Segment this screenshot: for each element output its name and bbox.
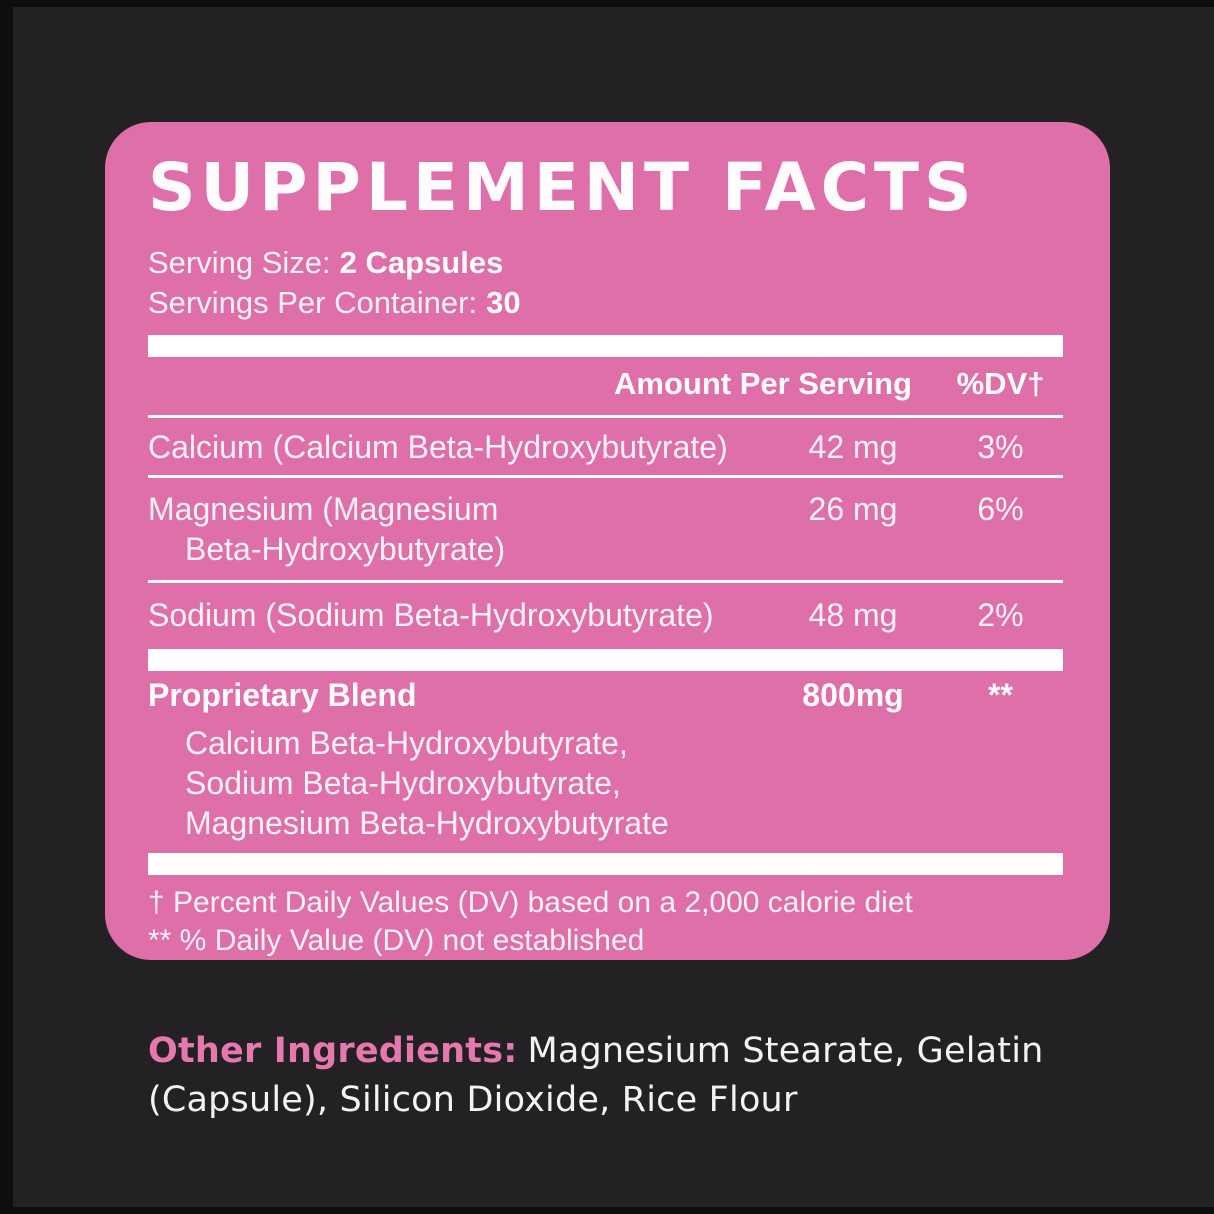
blend-component: Magnesium Beta-Hydroxybutyrate <box>185 804 669 841</box>
divider-bar-thick <box>148 648 1063 671</box>
nutrient-amount: 48 mg <box>808 596 898 633</box>
divider-bar-thick <box>148 334 1063 357</box>
nutrient-amount: 26 mg <box>808 490 898 527</box>
nutrient-name: Sodium (Sodium Beta-Hydroxybutyrate) <box>148 595 768 635</box>
blend-dv: ** <box>988 676 1013 713</box>
footnote-not-established: ** % Daily Value (DV) not established <box>148 923 645 957</box>
footnotes: † Percent Daily Values (DV) based on a 2… <box>148 884 1063 960</box>
photo-edge-left <box>0 0 13 1214</box>
serving-size-label: Serving Size: <box>148 244 331 280</box>
servings-per-container-value: 30 <box>486 284 521 320</box>
servings-per-container-line: Servings Per Container: 30 <box>148 283 1063 323</box>
servings-per-container-label: Servings Per Container: <box>148 284 478 320</box>
table-header-row: Amount Per Serving %DV† <box>148 365 1063 418</box>
blend-components: Calcium Beta-Hydroxybutyrate, Sodium Bet… <box>148 723 1063 843</box>
table-row: Sodium (Sodium Beta-Hydroxybutyrate) 48 … <box>148 583 1063 647</box>
other-ingredients-value: Magnesium Stearate, Gelatin (Capsule), S… <box>148 1031 1044 1120</box>
blend-component: Sodium Beta-Hydroxybutyrate, <box>185 764 621 801</box>
proprietary-blend-row: Proprietary Blend 800mg ** <box>148 676 1063 714</box>
nutrient-name: Magnesium (Magnesium Beta-Hydroxybutyrat… <box>148 489 768 569</box>
blend-amount: 800mg <box>802 676 904 713</box>
table-row: Magnesium (Magnesium Beta-Hydroxybutyrat… <box>148 478 1063 583</box>
nutrient-name: Calcium (Calcium Beta-Hydroxybutyrate) <box>148 427 768 467</box>
footnote-daily-values: † Percent Daily Values (DV) based on a 2… <box>148 885 913 919</box>
supplement-facts-panel: SUPPLEMENT FACTS Serving Size: 2 Capsules… <box>105 122 1110 960</box>
serving-size-line: Serving Size: 2 Capsules <box>148 243 1063 283</box>
nutrient-name-line1: Magnesium (Magnesium <box>148 490 499 527</box>
serving-size-value: 2 Capsules <box>339 244 504 280</box>
nutrient-dv: 3% <box>977 428 1024 465</box>
divider-bar-thick <box>148 852 1063 875</box>
table-row: Calcium (Calcium Beta-Hydroxybutyrate) 4… <box>148 418 1063 478</box>
header-percent-dv: %DV† <box>956 365 1045 401</box>
nutrient-name-line1: Calcium (Calcium Beta-Hydroxybutyrate) <box>148 428 728 465</box>
other-ingredients: Other Ingredients: Magnesium Stearate, Ge… <box>148 1027 1080 1125</box>
other-ingredients-label: Other Ingredients: <box>148 1031 518 1071</box>
blend-name: Proprietary Blend <box>148 676 417 713</box>
nutrient-name-line1: Sodium (Sodium Beta-Hydroxybutyrate) <box>148 596 714 633</box>
photo-edge-top <box>0 0 1214 7</box>
nutrient-name-line2: Beta-Hydroxybutyrate) <box>185 530 506 567</box>
serving-info: Serving Size: 2 Capsules Servings Per Con… <box>148 243 1063 323</box>
nutrient-dv: 2% <box>977 596 1024 633</box>
header-amount-per-serving: Amount Per Serving <box>614 365 912 401</box>
blend-component: Calcium Beta-Hydroxybutyrate, <box>185 724 628 761</box>
panel-title: SUPPLEMENT FACTS <box>148 149 977 226</box>
nutrient-amount: 42 mg <box>808 428 898 465</box>
nutrient-dv: 6% <box>977 490 1024 527</box>
photo-edge-bottom <box>0 1207 1214 1214</box>
